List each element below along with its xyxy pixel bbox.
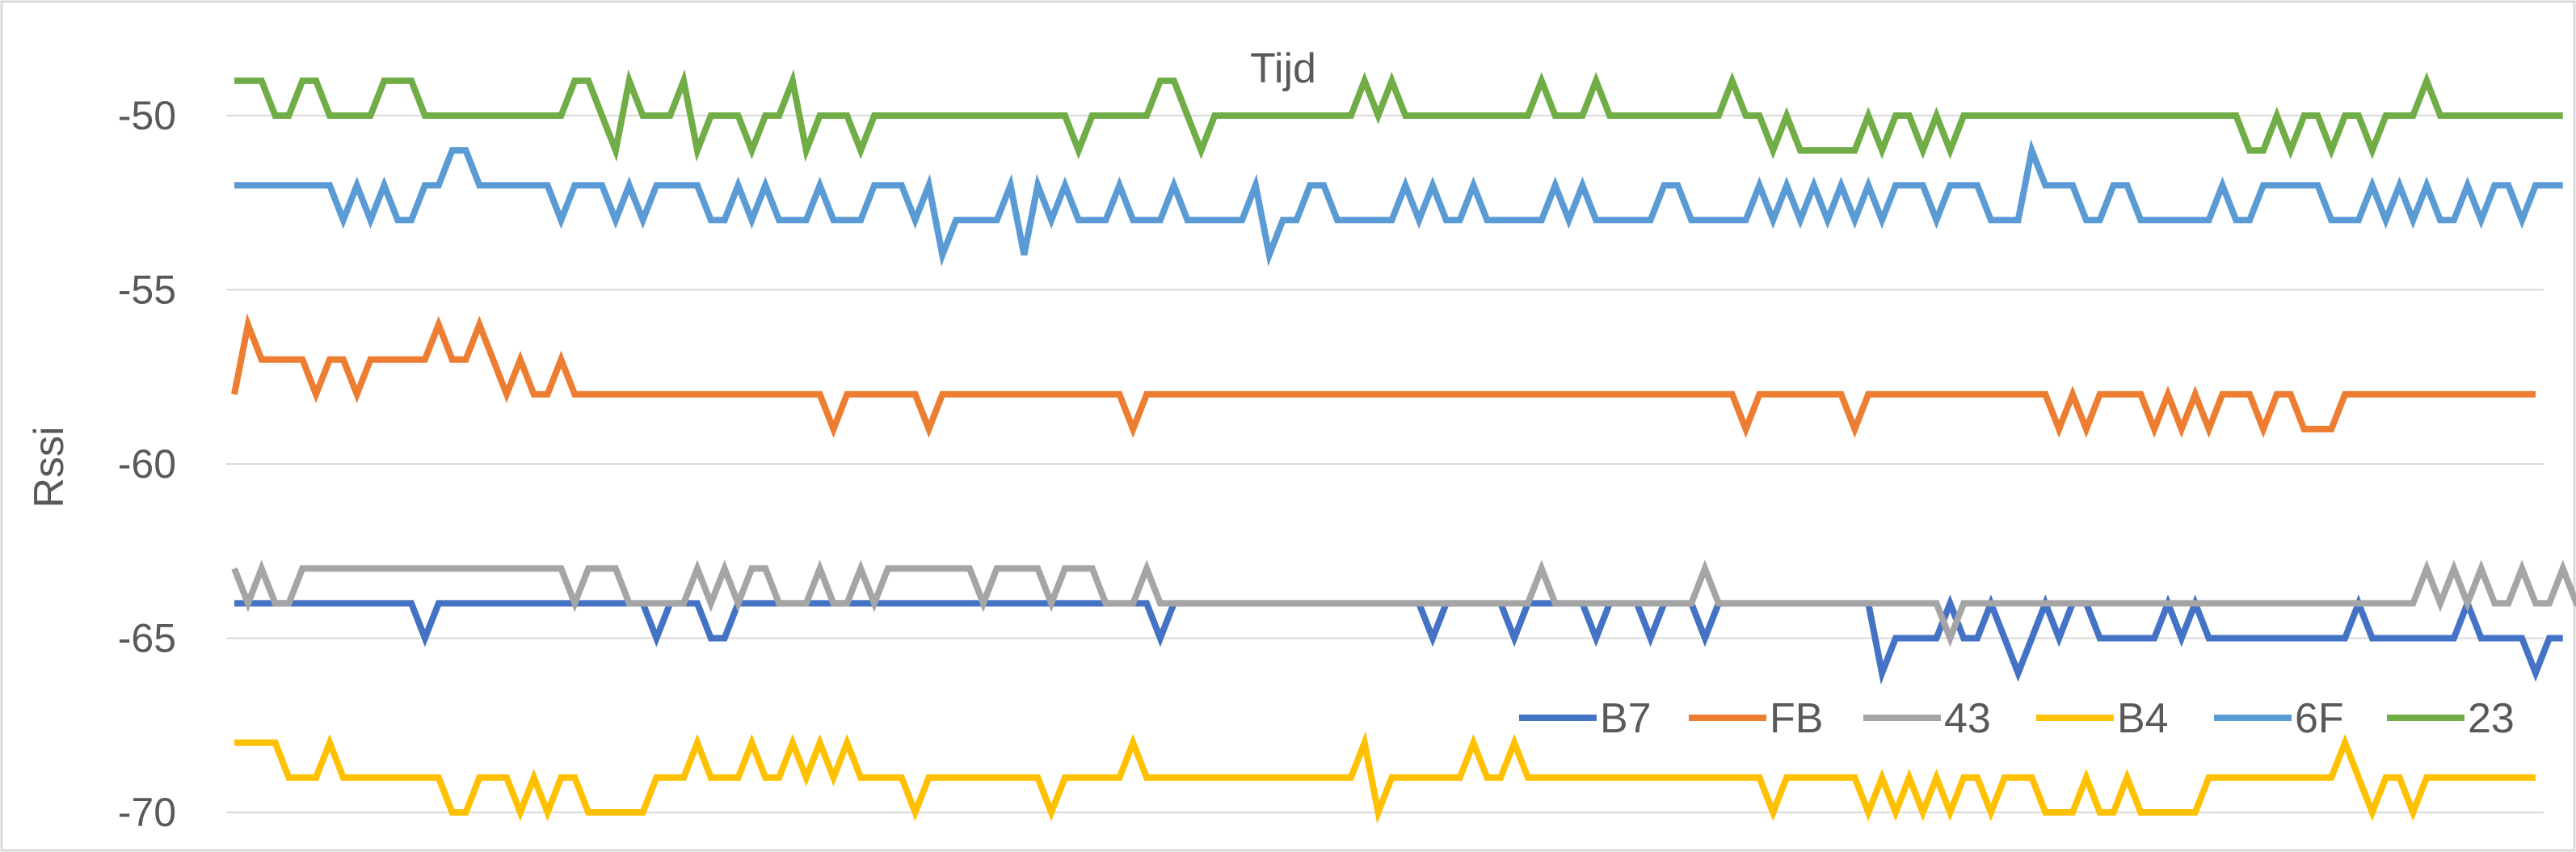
chart-title: Tijd (1250, 45, 1316, 92)
y-tick-label: -65 (118, 616, 176, 661)
y-axis-title: Rssi (26, 426, 73, 508)
y-axis-tick-labels: -70 -65 -60 -55 -50 (118, 93, 176, 835)
series-line-43 (231, 559, 2576, 647)
y-tick-label: -60 (118, 441, 176, 487)
series-line-B4 (234, 731, 2536, 825)
legend-label-23: 23 (2468, 695, 2515, 742)
legend-label-B4: B4 (2117, 695, 2169, 742)
y-tick-label: -50 (118, 93, 176, 138)
series-line-23 (234, 69, 2563, 162)
series-lines (231, 69, 2576, 825)
legend-label-6F: 6F (2295, 695, 2344, 742)
y-tick-label: -55 (118, 268, 176, 313)
y-tick-label: -70 (118, 790, 176, 835)
legend: B7 FB 43 B4 6F 23 (1519, 695, 2515, 742)
series-line-FB (231, 313, 2536, 438)
legend-label-B7: B7 (1600, 695, 1652, 742)
legend-label-FB: FB (1770, 695, 1823, 742)
series-line-6F (234, 138, 2563, 267)
legend-label-43: 43 (1944, 695, 1991, 742)
